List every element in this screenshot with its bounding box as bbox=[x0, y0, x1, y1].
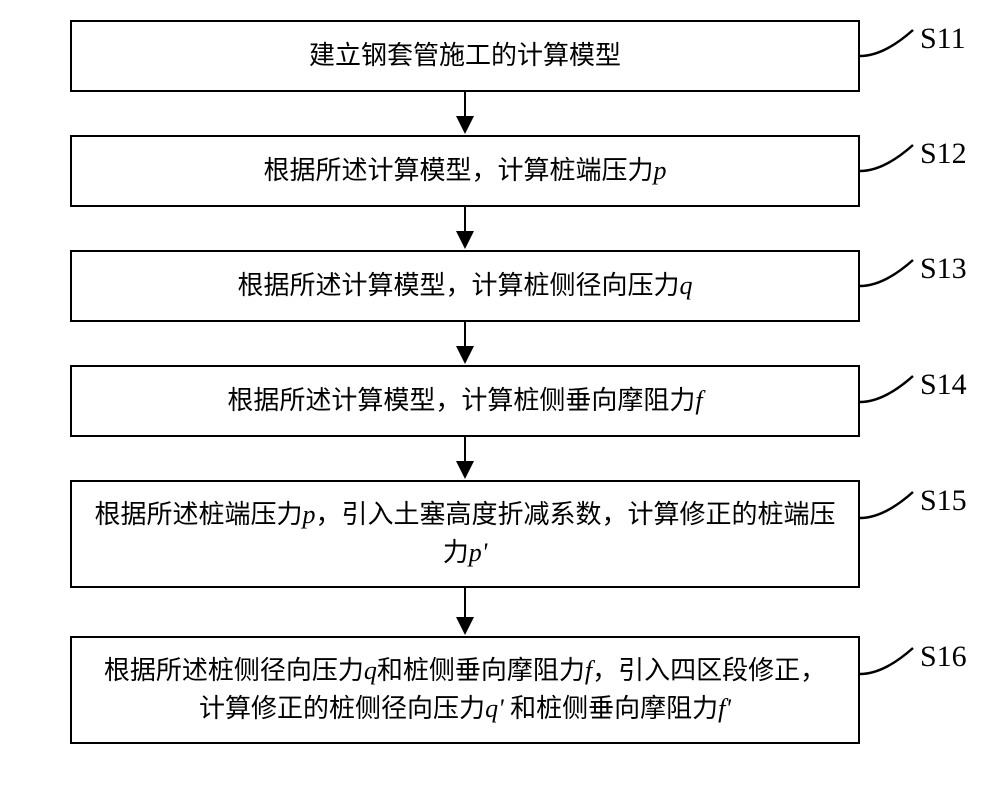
step-box-s15: 根据所述桩端压力p，引入土塞高度折减系数，计算修正的桩端压力p' bbox=[70, 480, 860, 588]
step-box-s16: 根据所述桩侧径向压力q和桩侧垂向摩阻力f，引入四区段修正，计算修正的桩侧径向压力… bbox=[70, 636, 860, 744]
step-label-s15: S15 bbox=[920, 484, 967, 518]
step-box-s14: 根据所述计算模型，计算桩侧垂向摩阻力f bbox=[70, 365, 860, 437]
step-box-s11: 建立钢套管施工的计算模型 bbox=[70, 20, 860, 92]
step-box-s12: 根据所述计算模型，计算桩端压力p bbox=[70, 135, 860, 207]
flowchart-canvas: 建立钢套管施工的计算模型 S11 根据所述计算模型，计算桩端压力p S12 根据所述计算… bbox=[0, 0, 1000, 803]
step-text-s14: 根据所述计算模型，计算桩侧垂向摩阻力f bbox=[227, 382, 702, 420]
leader-s12 bbox=[860, 141, 913, 175]
leader-s14 bbox=[860, 372, 913, 406]
leader-s15 bbox=[860, 488, 913, 522]
arrow-line-icon bbox=[464, 92, 466, 117]
step-text-s16: 根据所述桩侧径向压力q和桩侧垂向摩阻力f，引入四区段修正，计算修正的桩侧径向压力… bbox=[92, 652, 838, 727]
arrow-s14 bbox=[456, 437, 474, 479]
step-box-s13: 根据所述计算模型，计算桩侧径向压力q bbox=[70, 250, 860, 322]
step-label-s14: S14 bbox=[920, 368, 967, 402]
arrow-line-icon bbox=[464, 322, 466, 347]
arrow-line-icon bbox=[464, 207, 466, 232]
step-label-s11: S11 bbox=[920, 22, 966, 56]
arrow-s13 bbox=[456, 322, 474, 364]
arrow-line-icon bbox=[464, 588, 466, 618]
step-text-s15: 根据所述桩端压力p，引入土塞高度折减系数，计算修正的桩端压力p' bbox=[92, 496, 838, 571]
step-label-s16: S16 bbox=[920, 640, 967, 674]
step-label-s13: S13 bbox=[920, 252, 967, 286]
arrow-s12 bbox=[456, 207, 474, 249]
arrow-head-icon bbox=[456, 346, 474, 364]
step-text-s11: 建立钢套管施工的计算模型 bbox=[309, 37, 621, 75]
leader-s11 bbox=[860, 26, 913, 60]
step-label-s12: S12 bbox=[920, 137, 967, 171]
arrow-s15 bbox=[456, 588, 474, 635]
arrow-line-icon bbox=[464, 437, 466, 462]
arrow-head-icon bbox=[456, 231, 474, 249]
step-text-s13: 根据所述计算模型，计算桩侧径向压力q bbox=[237, 267, 692, 305]
step-text-s12: 根据所述计算模型，计算桩端压力p bbox=[263, 152, 666, 190]
arrow-head-icon bbox=[456, 116, 474, 134]
leader-s16 bbox=[860, 644, 913, 678]
leader-s13 bbox=[860, 256, 913, 290]
arrow-s11 bbox=[456, 92, 474, 134]
arrow-head-icon bbox=[456, 461, 474, 479]
arrow-head-icon bbox=[456, 617, 474, 635]
